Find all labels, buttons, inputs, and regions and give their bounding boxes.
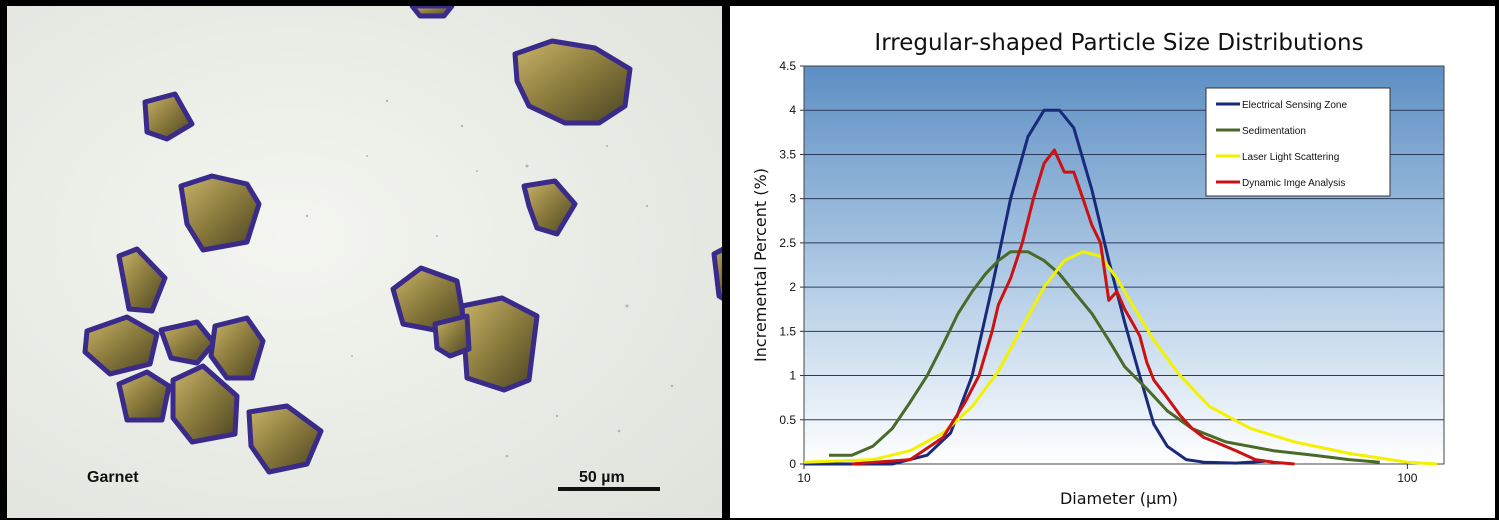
legend-label-0: Electrical Sensing Zone xyxy=(1242,100,1347,111)
micrograph-panel: Garnet 50 µm xyxy=(7,6,722,518)
y-tick-label: 4.5 xyxy=(779,59,796,73)
y-tick-label: 0.5 xyxy=(779,413,796,427)
x-tick-label: 100 xyxy=(1397,471,1417,485)
scale-label: 50 µm xyxy=(579,469,625,486)
micrograph-image xyxy=(7,6,722,518)
x-axis-label: Diameter (µm) xyxy=(1060,489,1178,508)
y-tick-label: 2.5 xyxy=(779,236,796,250)
scale-bar xyxy=(558,487,660,491)
plot-border xyxy=(803,65,1445,465)
chart-svg: 0 0.5 1 1.5 2 2.5 3 3.5 4 4.5 10 100 Irregular-shape… xyxy=(751,30,1445,508)
series-line-1 xyxy=(829,250,1380,464)
legend-label-3: Dynamic Imge Analysis xyxy=(1242,178,1345,189)
y-tick-label: 0 xyxy=(789,457,796,471)
series-line-3 xyxy=(851,148,1295,466)
specks xyxy=(305,99,674,458)
chart-panel: 0 0.5 1 1.5 2 2.5 3 3.5 4 4.5 10 100 Irregular-shape… xyxy=(730,6,1495,518)
y-tick-label: 1 xyxy=(789,369,796,383)
y-tick-label: 2 xyxy=(789,280,796,294)
legend-box xyxy=(1205,87,1391,197)
y-axis-label: Incremental Percent (%) xyxy=(751,168,770,362)
y-tick-label: 4 xyxy=(789,103,796,117)
y-tick-label: 3.5 xyxy=(779,147,796,161)
chart-title: Irregular-shaped Particle Size Distribut… xyxy=(874,30,1363,56)
y-tick-label: 3 xyxy=(789,192,796,206)
legend-label-2: Laser Light Scattering xyxy=(1242,152,1339,163)
specimen-label: Garnet xyxy=(87,469,139,486)
y-tick-label: 1.5 xyxy=(779,324,796,338)
garnet-particles xyxy=(82,6,722,475)
x-tick-label: 10 xyxy=(797,471,811,485)
legend-label-1: Sedimentation xyxy=(1242,126,1306,137)
